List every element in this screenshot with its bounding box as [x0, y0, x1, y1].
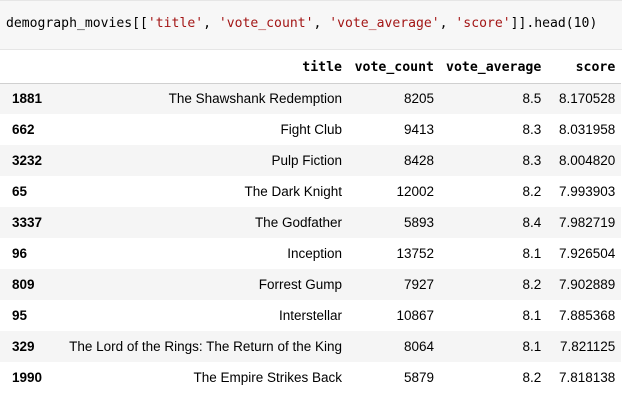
code-string-title: 'title': [147, 16, 204, 31]
table-row: 95 Interstellar 10867 8.1 7.885368: [0, 300, 622, 331]
cell-score: 7.993903: [558, 184, 616, 199]
dataframe-output: title vote_count vote_average score 1881…: [0, 52, 622, 393]
row-index: 65: [12, 184, 28, 199]
cell-vote-average: 8.2: [522, 277, 542, 292]
table-row: 662 Fight Club 9413 8.3 8.031958: [0, 114, 622, 145]
code-string-vote-average: 'vote_average': [329, 16, 440, 31]
column-header-title: title: [52, 52, 348, 84]
table-row: 1990 The Empire Strikes Back 5879 8.2 7.8181…: [0, 362, 622, 393]
cell-vote-count: 5893: [403, 215, 434, 230]
cell-vote-count: 8064: [403, 339, 434, 354]
cell-score: 7.926504: [558, 246, 616, 261]
table-row: 3337 The Godfather 5893 8.4 7.982719: [0, 207, 622, 238]
cell-vote-average: 8.2: [522, 184, 542, 199]
cell-title: The Lord of the Rings: The Return of the…: [69, 339, 342, 354]
table-row: 65 The Dark Knight 12002 8.2 7.993903: [0, 176, 622, 207]
cell-title: Inception: [287, 246, 342, 261]
column-header-vote-average: vote_average: [440, 52, 548, 84]
cell-title: The Dark Knight: [244, 184, 342, 199]
cell-title: Fight Club: [280, 122, 342, 137]
column-header-score: score: [547, 52, 622, 84]
cell-vote-average: 8.1: [522, 246, 542, 261]
cell-title: The Empire Strikes Back: [193, 370, 342, 385]
row-index: 809: [12, 277, 35, 292]
cell-vote-average: 8.5: [522, 91, 542, 107]
cell-title: Forrest Gump: [258, 277, 342, 292]
cell-score: 7.902889: [558, 277, 616, 292]
cell-vote-average: 8.3: [522, 122, 542, 137]
cell-title: The Shawshank Redemption: [168, 91, 342, 107]
code-string-vote-count: 'vote_count': [218, 16, 314, 31]
row-index: 662: [12, 122, 35, 137]
cell-vote-count: 8205: [403, 91, 434, 107]
cell-vote-count: 10867: [396, 308, 434, 323]
cell-vote-average: 8.1: [522, 308, 542, 323]
cell-score: 7.821125: [559, 339, 616, 354]
row-index: 1881: [12, 91, 43, 107]
row-index: 96: [12, 246, 28, 261]
cell-title: Pulp Fiction: [271, 153, 342, 168]
cell-vote-average: 8.1: [522, 339, 542, 354]
cell-score: 8.170528: [558, 91, 616, 107]
cell-vote-count: 5879: [403, 370, 434, 385]
cell-score: 7.885368: [558, 308, 616, 323]
table-row: 3232 Pulp Fiction 8428 8.3 8.004820: [0, 145, 622, 176]
code-prefix: demograph_movies[[: [6, 16, 148, 31]
table-header: title vote_count vote_average score: [0, 52, 622, 84]
cell-score: 7.982719: [558, 215, 616, 230]
table-body: 1881 The Shawshank Redemption 8205 8.5 8.170…: [0, 83, 622, 393]
cell-title: The Godfather: [254, 215, 342, 230]
index-header: [0, 52, 52, 84]
row-index: 3337: [12, 215, 43, 230]
row-index: 3232: [12, 153, 43, 168]
cell-vote-count: 8428: [403, 153, 434, 168]
code-string-score: 'score': [455, 16, 511, 31]
cell-vote-count: 9413: [403, 122, 434, 137]
table-row: 1881 The Shawshank Redemption 8205 8.5 8.170…: [0, 83, 622, 114]
row-index: 1990: [12, 370, 43, 385]
row-index: 329: [12, 339, 35, 354]
header-row: title vote_count vote_average score: [0, 52, 622, 84]
cell-vote-average: 8.2: [522, 370, 542, 385]
table-row: 809 Forrest Gump 7927 8.2 7.902889: [0, 269, 622, 300]
cell-title: Interstellar: [278, 308, 342, 323]
cell-vote-count: 7927: [403, 277, 434, 292]
cell-vote-count: 12002: [396, 184, 434, 199]
table-row: 329 The Lord of the Rings: The Return of …: [0, 331, 622, 362]
cell-vote-average: 8.3: [522, 153, 542, 168]
cell-score: 7.818138: [558, 370, 616, 385]
cell-score: 8.004820: [558, 153, 616, 168]
code-line[interactable]: demograph_movies[['title', 'vote_count',…: [6, 16, 598, 31]
cell-vote-average: 8.4: [522, 215, 542, 230]
code-cell[interactable]: demograph_movies[['title', 'vote_count',…: [0, 0, 622, 50]
row-index: 95: [12, 308, 28, 323]
cell-vote-count: 13752: [396, 246, 434, 261]
column-header-vote-count: vote_count: [348, 52, 440, 84]
cell-score: 8.031958: [558, 122, 616, 137]
code-suffix: ]].head(10): [510, 16, 598, 31]
table-row: 96 Inception 13752 8.1 7.926504: [0, 238, 622, 269]
